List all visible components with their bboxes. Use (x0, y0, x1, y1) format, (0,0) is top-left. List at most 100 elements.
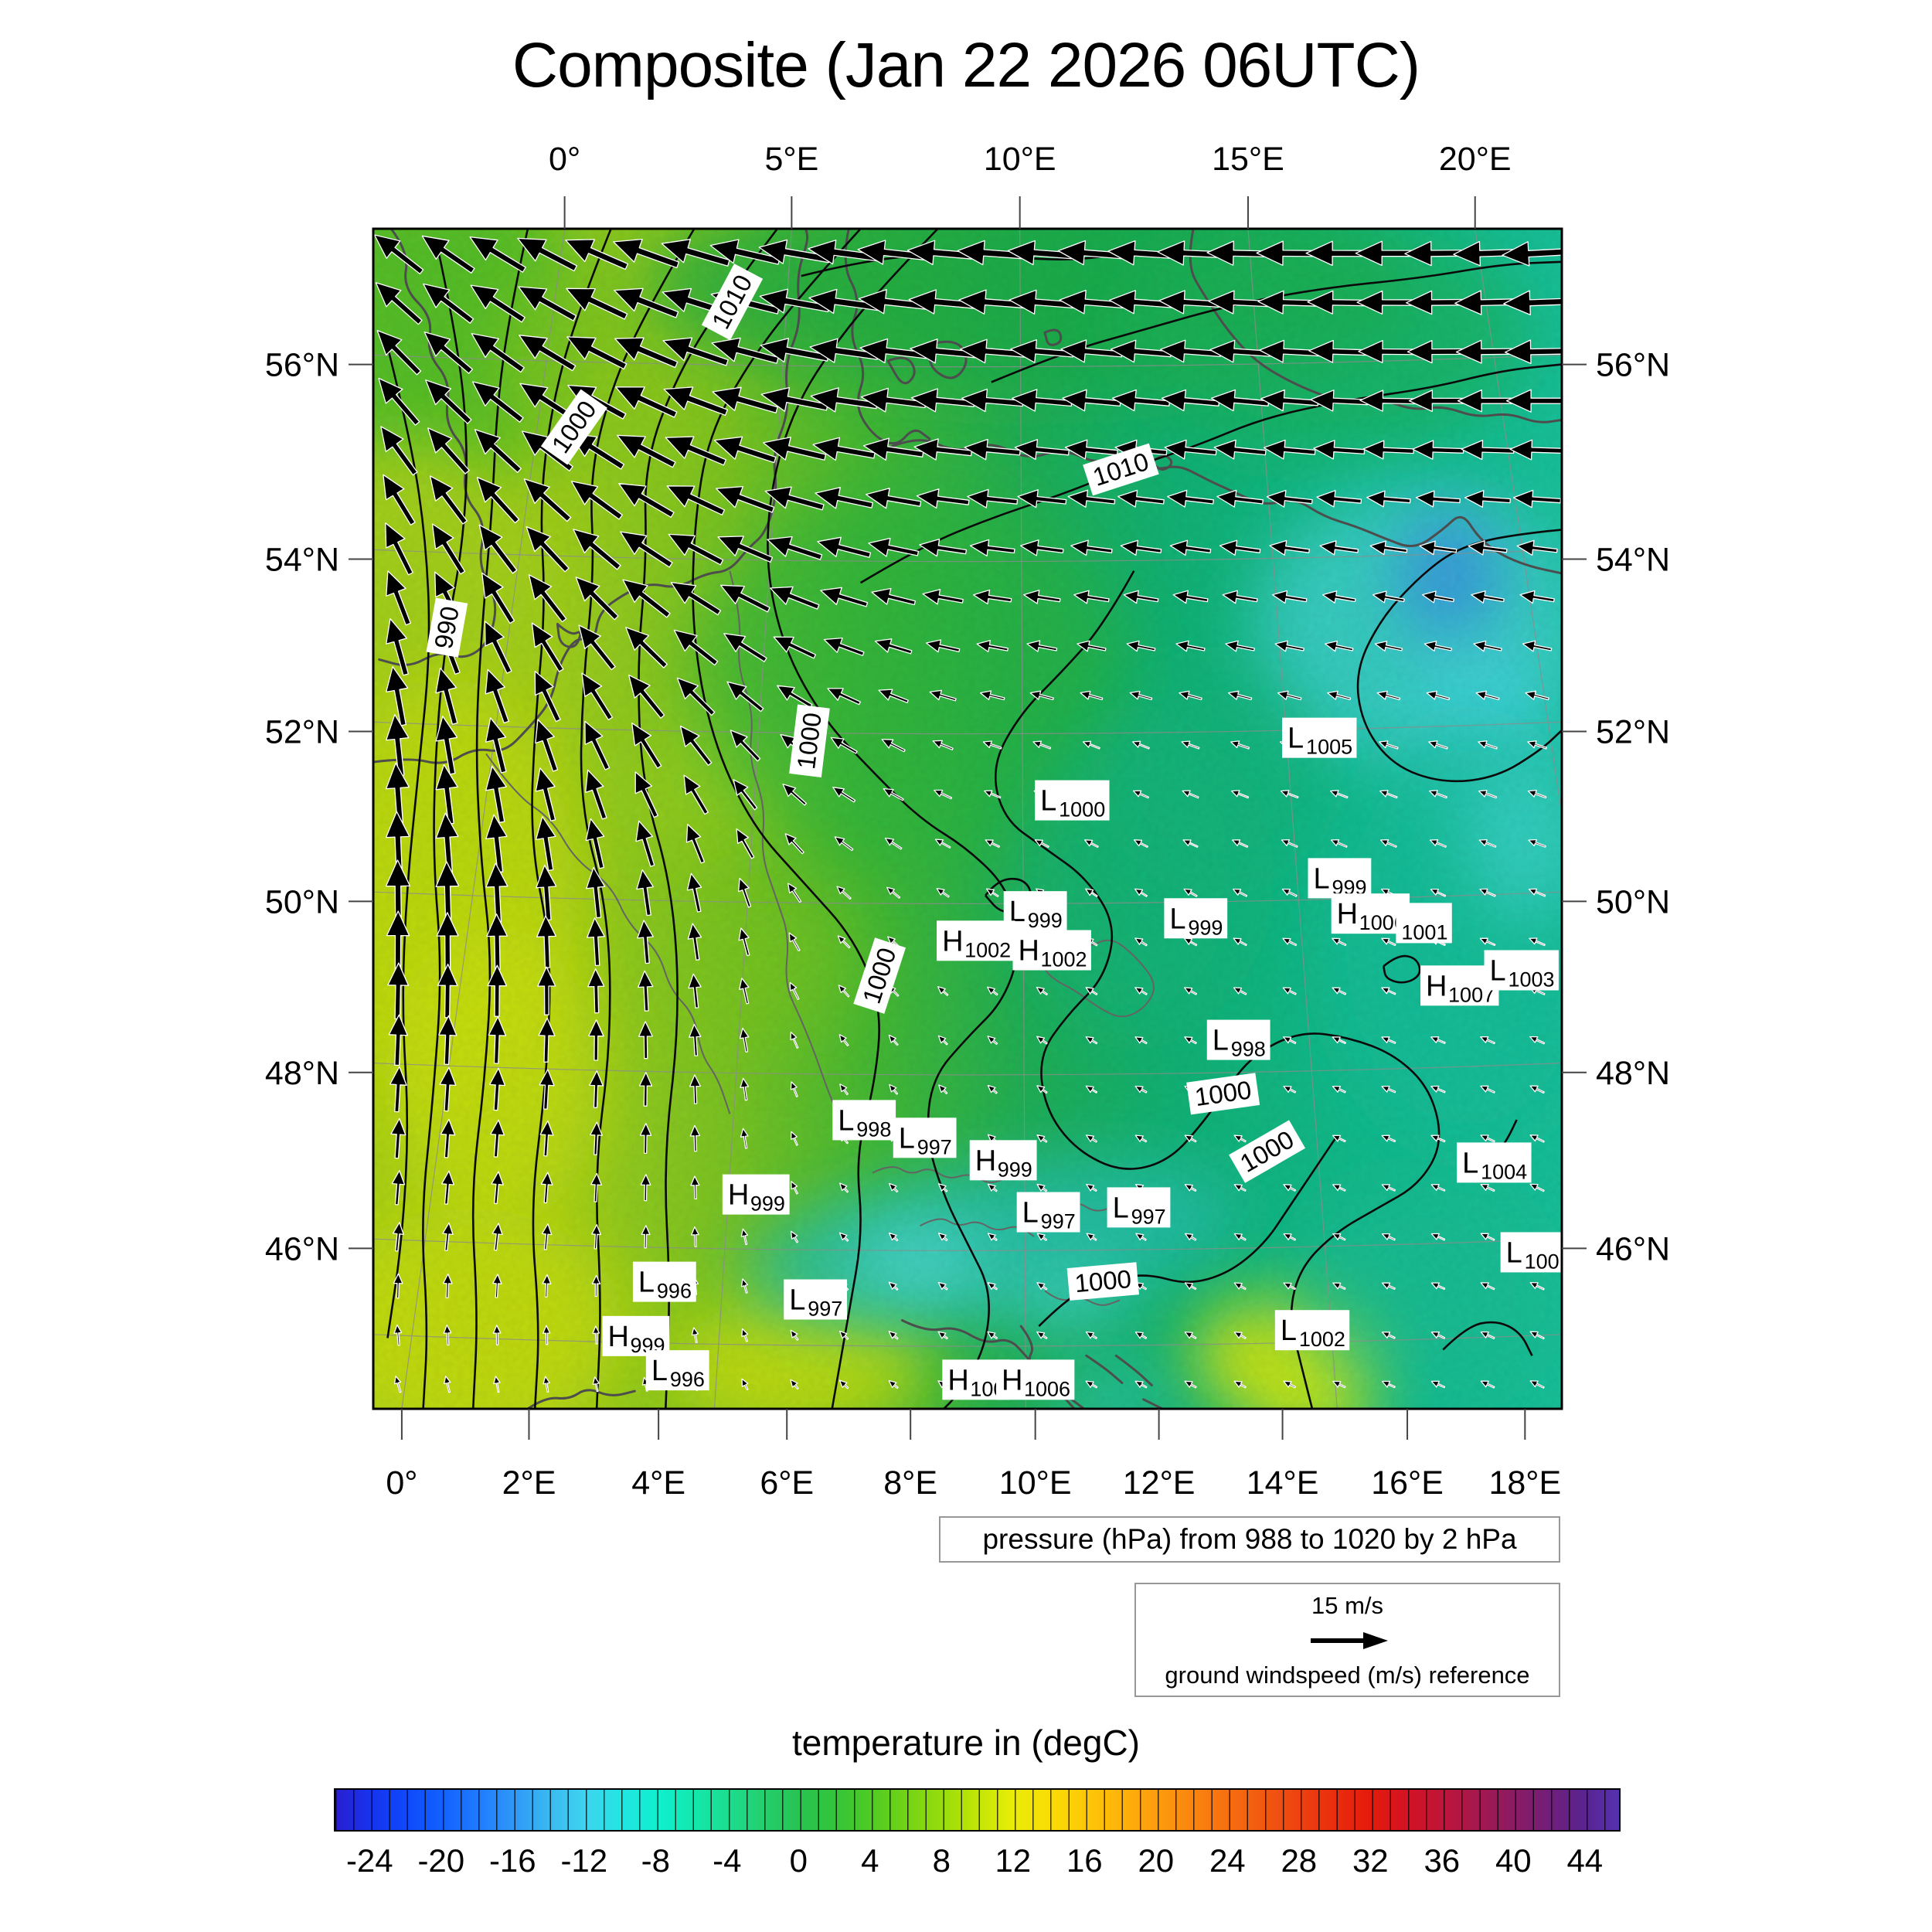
wind-arrow (883, 787, 904, 801)
wind-arrow (543, 1376, 550, 1393)
right-axis-tick-label: 56°N (1596, 347, 1670, 384)
wind-arrow (585, 818, 605, 869)
wind-arrow (391, 1170, 406, 1206)
wind-arrow (378, 377, 420, 426)
contour-label: 1000 (1066, 1262, 1139, 1301)
coastline (526, 1389, 636, 1409)
wind-arrow (1332, 987, 1347, 995)
right-axis-tick-label: 52°N (1596, 714, 1670, 751)
wind-arrow (1036, 1233, 1048, 1241)
wind-arrow (1503, 290, 1562, 316)
wind-arrow (481, 572, 515, 624)
wind-arrow (383, 474, 416, 526)
wind-arrow (1269, 539, 1310, 556)
wind-arrow (1184, 1036, 1197, 1045)
bottom-axis-tick-label: 0° (386, 1464, 417, 1502)
wind-arrow (1529, 1331, 1545, 1340)
wind-arrow (777, 685, 813, 709)
wind-arrow (538, 1017, 556, 1063)
contour-label-box (426, 597, 468, 658)
wind-arrow (1233, 1380, 1247, 1389)
wind-arrow (1183, 937, 1198, 947)
wind-arrow (1319, 540, 1359, 556)
pressure-center-letter: L (1009, 896, 1026, 928)
wind-arrow (1429, 790, 1447, 799)
pressure-center-label: L 998 (832, 1100, 896, 1141)
wind-arrow (1369, 540, 1408, 556)
wind-arrow (640, 1174, 651, 1202)
wind-arrow (1085, 1085, 1098, 1094)
wind-arrow (1067, 489, 1116, 508)
wind-arrow (1381, 987, 1396, 995)
isobar-contour (692, 229, 880, 1409)
coastline (556, 623, 582, 648)
wind-arrow (641, 1225, 651, 1249)
wind-arrow (817, 536, 872, 558)
wind-arrow (476, 476, 520, 524)
wind-arrow (1529, 1380, 1545, 1389)
wind-arrow (1471, 590, 1505, 604)
wind-arrow (862, 437, 924, 461)
wind-arrow (1426, 690, 1451, 701)
pressure-center-value: 100 (1525, 1250, 1560, 1273)
wind-arrow (1332, 1282, 1346, 1291)
colorbar-title: temperature in (degC) (792, 1723, 1140, 1763)
wind-arrow (488, 1067, 506, 1111)
wind-arrow (716, 485, 775, 513)
wind-arrow (1502, 241, 1562, 267)
wind-arrow (687, 923, 702, 961)
wind-arrow (838, 1232, 849, 1242)
wind-arrow (857, 240, 930, 265)
graticule-parallel (373, 1062, 1562, 1076)
wind-arrow (535, 719, 559, 772)
wind-arrow (1374, 641, 1403, 652)
wind-arrow (421, 235, 475, 274)
wind-arrow (1070, 539, 1113, 556)
bottom-axis-tick-label: 16°E (1371, 1464, 1444, 1502)
wind-arrow (1362, 440, 1414, 460)
wind-arrow (1461, 440, 1515, 461)
wind-arrow (967, 488, 1019, 509)
wind-arrow (932, 740, 954, 750)
isobar-contour (859, 363, 1562, 584)
wind-arrow (1376, 690, 1401, 701)
wind-arrow (763, 437, 827, 461)
pressure-center-label: 1001 (1396, 903, 1452, 944)
wind-arrow (823, 637, 865, 656)
wind-arrow (1529, 1183, 1545, 1192)
wind-arrow (770, 586, 820, 610)
wind-arrow (791, 1181, 798, 1195)
colorbar-tick-label: 36 (1423, 1842, 1461, 1879)
wind-arrow (1313, 440, 1366, 460)
wind-arrow (789, 981, 800, 1001)
wind-arrow (519, 335, 577, 372)
wind-arrow (719, 584, 770, 613)
wind-arrow (969, 539, 1015, 557)
wind-arrow (588, 1019, 604, 1061)
pressure-center-letter: L (1281, 1315, 1297, 1347)
pressure-center-label: L 996 (645, 1350, 709, 1391)
wind-arrow (1225, 640, 1255, 652)
wind-arrow (440, 1118, 456, 1158)
pressure-center-box (1396, 903, 1452, 944)
wind-arrow (614, 287, 679, 318)
wind-arrow (1525, 690, 1549, 701)
wind-arrow (1529, 1281, 1545, 1291)
wind-arrow (573, 529, 621, 570)
pressure-center-label: H 1002 (1012, 930, 1091, 971)
wind-arrow (1036, 1036, 1048, 1045)
wind-arrow (1086, 1183, 1097, 1192)
wind-arrow (1107, 240, 1175, 266)
wind-arrow (1007, 240, 1077, 266)
wind-arrow (526, 526, 570, 573)
wind-arrow (913, 438, 972, 461)
wind-arrow (423, 331, 473, 374)
wind-arrow (764, 486, 825, 511)
wind-arrow (566, 336, 628, 370)
wind-arrow (1062, 389, 1121, 412)
wind-arrow (808, 240, 880, 265)
isobar-contour (422, 252, 468, 1409)
wind-arrow (985, 839, 1000, 849)
wind-arrow (1358, 340, 1420, 363)
pressure-center-letter: L (1213, 1025, 1229, 1057)
